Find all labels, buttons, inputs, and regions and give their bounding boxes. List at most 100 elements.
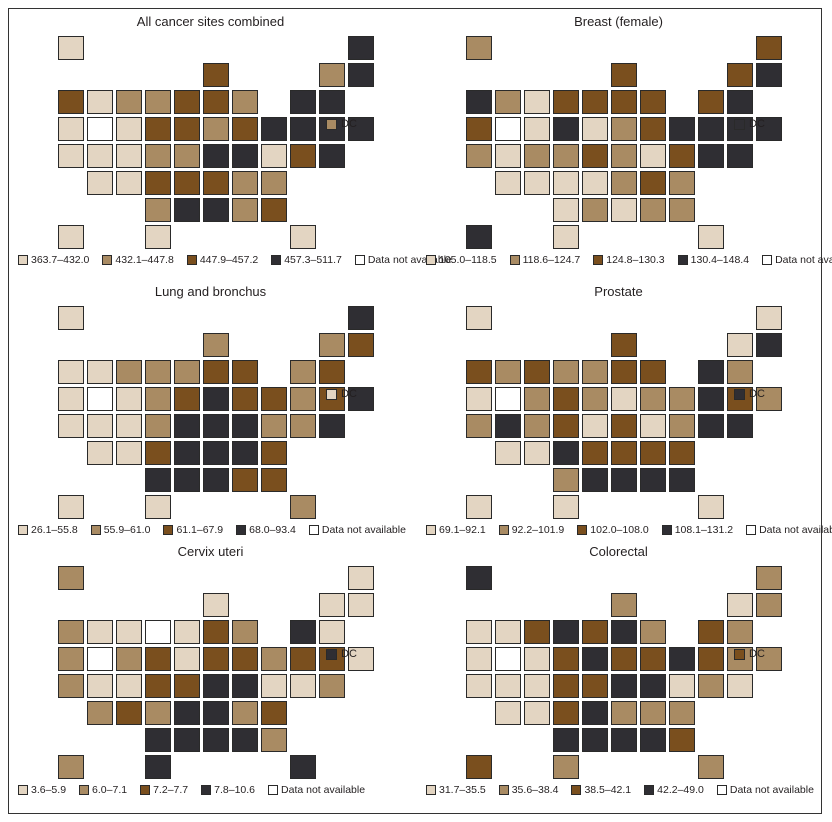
state-id — [495, 360, 521, 384]
state-nh — [348, 63, 374, 87]
state-fl — [698, 495, 724, 519]
legend-item: 7.2–7.7 — [140, 784, 188, 796]
state-nd — [145, 360, 171, 384]
legend-label: 3.6–5.9 — [31, 784, 67, 796]
state-tx — [145, 495, 171, 519]
state-ut — [87, 414, 113, 438]
legend-label: 130.4–148.4 — [690, 254, 750, 266]
state-sd — [145, 387, 171, 411]
legend-label: 61.1–67.9 — [176, 524, 224, 536]
legend-swatch — [571, 785, 582, 795]
state-md — [698, 414, 724, 438]
state-az — [87, 701, 113, 725]
state-de — [319, 414, 345, 438]
state-ok — [553, 728, 579, 752]
state-mo — [174, 674, 200, 698]
state-mi — [232, 90, 258, 114]
state-ks — [145, 171, 171, 195]
state-nh — [348, 593, 374, 617]
state-ky — [611, 414, 637, 438]
state-mo — [582, 144, 608, 168]
state-nc — [232, 701, 258, 725]
state-pa — [669, 387, 695, 411]
panel-title: All cancer sites combined — [136, 14, 285, 29]
map-panel-prostate: Prostate DC 69.1–92.1 92.2–101.9 102.0–108.0… — [416, 284, 832, 546]
state-or — [466, 117, 492, 141]
map-panel-lung-and-bronchus: Lung and bronchus DC 26.1–55.8 55.9–61.0 61.… — [8, 284, 413, 546]
state-ga — [261, 728, 287, 752]
legend-swatch — [509, 255, 520, 265]
state-md — [290, 144, 316, 168]
state-vt — [319, 63, 345, 87]
state-wv — [640, 674, 666, 698]
state-al — [640, 468, 666, 492]
state-co — [524, 674, 550, 698]
state-md — [290, 674, 316, 698]
state-hi — [466, 755, 492, 779]
state-tx — [145, 755, 171, 779]
state-az — [87, 171, 113, 195]
state-mn — [174, 90, 200, 114]
state-ma — [319, 620, 345, 644]
state-ri — [348, 647, 374, 671]
legend-swatch — [677, 255, 688, 265]
state-va — [261, 674, 287, 698]
state-mi — [640, 90, 666, 114]
state-wi — [203, 63, 229, 87]
dc-swatch — [734, 118, 745, 130]
state-de — [727, 414, 753, 438]
legend-item: 457.3–511.7 — [271, 254, 342, 266]
state-la — [174, 468, 200, 492]
legend-swatch — [163, 525, 174, 535]
state-or — [58, 647, 84, 671]
legend-item: 130.4–148.4 — [677, 254, 750, 266]
state-al — [232, 728, 258, 752]
state-or — [466, 647, 492, 671]
legend-item: 3.6–5.9 — [18, 784, 66, 796]
state-me — [756, 306, 782, 330]
state-la — [582, 728, 608, 752]
state-mn — [582, 90, 608, 114]
state-ne — [145, 414, 171, 438]
legend-swatch — [201, 785, 212, 795]
state-mn — [174, 620, 200, 644]
state-ak — [466, 36, 492, 60]
legend-swatch — [186, 255, 197, 265]
legend-label: 102.0–108.0 — [590, 524, 649, 536]
state-id — [87, 90, 113, 114]
state-ks — [145, 701, 171, 725]
state-wv — [232, 674, 258, 698]
state-ga — [261, 198, 287, 222]
state-de — [727, 674, 753, 698]
legend-item: 118.6–124.7 — [509, 254, 580, 266]
state-nh — [756, 593, 782, 617]
legend-item: 35.6–38.4 — [498, 784, 558, 796]
state-mi — [640, 620, 666, 644]
state-ms — [611, 468, 637, 492]
dc-indicator: DC — [326, 388, 357, 400]
state-il — [203, 620, 229, 644]
state-nd — [553, 360, 579, 384]
state-tx — [553, 755, 579, 779]
state-ak — [58, 306, 84, 330]
state-wa — [58, 360, 84, 384]
legend-swatch — [426, 785, 436, 795]
state-ne — [553, 674, 579, 698]
state-wa — [58, 620, 84, 644]
state-nv — [495, 117, 521, 141]
state-wi — [611, 63, 637, 87]
state-ne — [553, 144, 579, 168]
state-al — [640, 198, 666, 222]
state-ma — [727, 620, 753, 644]
state-ia — [174, 647, 200, 671]
state-de — [319, 674, 345, 698]
state-tn — [203, 171, 229, 195]
legend-swatch — [716, 785, 727, 795]
state-sc — [261, 701, 287, 725]
state-hi — [58, 755, 84, 779]
state-ma — [727, 90, 753, 114]
state-tn — [611, 171, 637, 195]
state-va — [669, 414, 695, 438]
legend-label: 105.0–118.5 — [439, 254, 497, 266]
state-wa — [466, 620, 492, 644]
